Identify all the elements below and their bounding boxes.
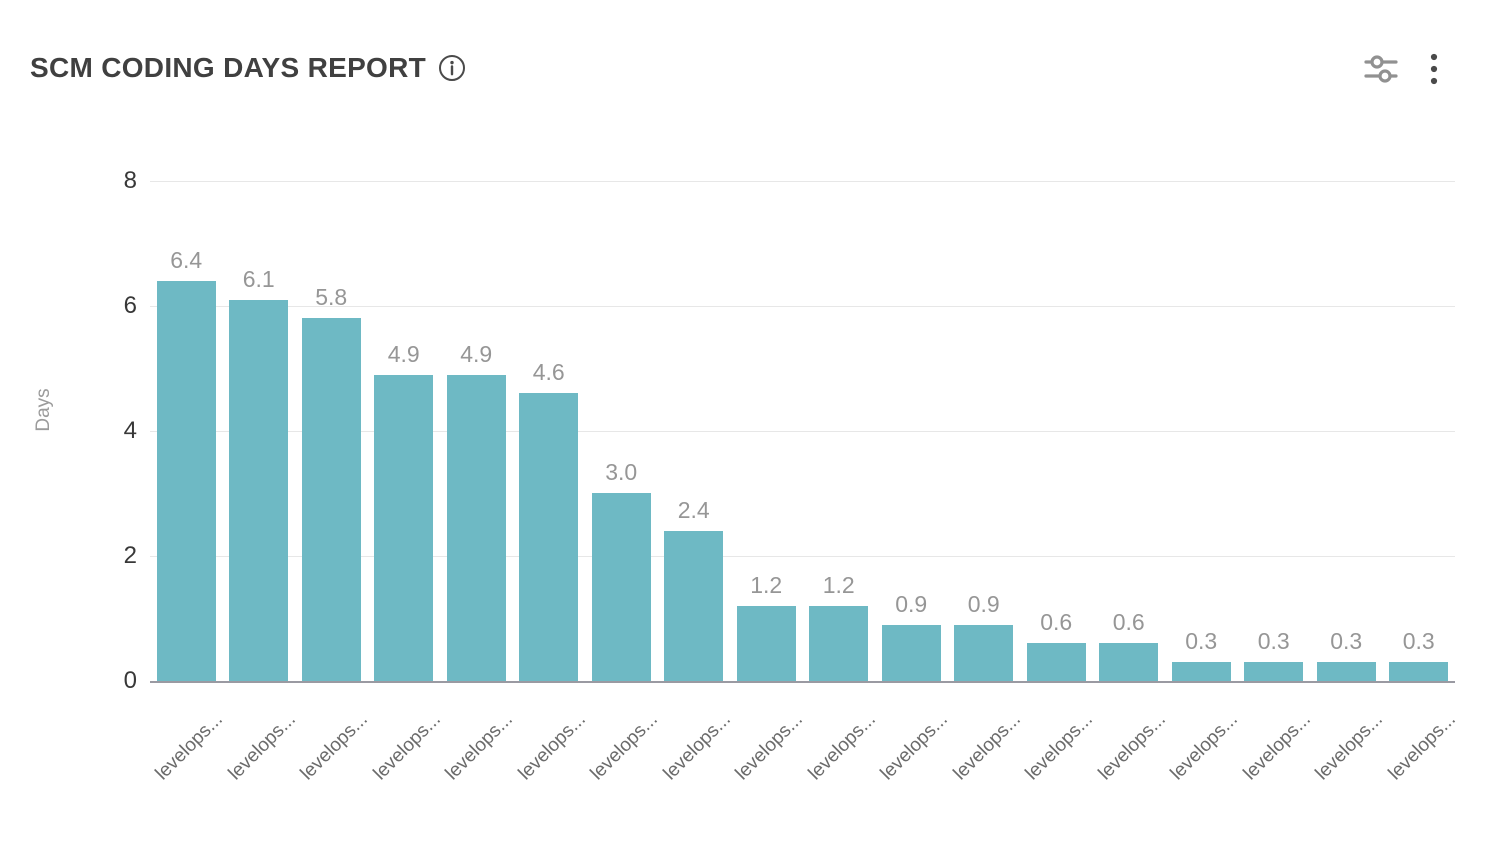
y-tick-label: 8 [123, 167, 137, 194]
bar[interactable] [229, 300, 289, 681]
bar[interactable] [374, 375, 434, 681]
bar-value-label: 4.9 [387, 341, 420, 367]
bar[interactable] [519, 393, 579, 681]
bar-value-label: 0.3 [1185, 628, 1218, 654]
bar-value-label: 0.6 [1112, 609, 1145, 635]
bar-value-label: 2.4 [677, 497, 710, 523]
bar[interactable] [446, 375, 506, 681]
widget-actions [1362, 50, 1440, 88]
bar-value-label: 0.3 [1257, 628, 1290, 654]
bar[interactable] [1171, 662, 1231, 681]
filter-sliders-icon[interactable] [1362, 51, 1400, 87]
bar-value-label: 0.9 [895, 591, 928, 617]
bar[interactable] [736, 606, 796, 681]
bar[interactable] [1389, 662, 1449, 681]
y-tick-label: 2 [123, 542, 137, 569]
bar-value-label: 5.8 [315, 284, 348, 310]
bar-value-label: 0.3 [1330, 628, 1363, 654]
bar-value-label: 4.9 [460, 341, 493, 367]
bar-value-label: 3.0 [605, 459, 638, 485]
bar[interactable] [591, 493, 651, 681]
y-axis-title: Days [33, 388, 54, 432]
x-axis-line [150, 681, 1455, 683]
y-tick-label: 4 [123, 417, 137, 444]
bar[interactable] [881, 625, 941, 681]
bar-value-label: 0.3 [1402, 628, 1435, 654]
gridline [150, 555, 1455, 557]
info-icon[interactable] [438, 54, 466, 82]
bar[interactable] [156, 281, 216, 681]
bar-value-label: 1.2 [822, 572, 855, 598]
bar-value-label: 0.6 [1040, 609, 1073, 635]
bar-value-label: 6.1 [242, 266, 275, 292]
kebab-menu-icon[interactable] [1428, 50, 1440, 88]
gridline [150, 305, 1455, 307]
bar[interactable] [1026, 643, 1086, 681]
widget-header: SCM CODING DAYS REPORT [30, 52, 466, 84]
bar[interactable] [809, 606, 869, 681]
bar-value-label: 1.2 [750, 572, 783, 598]
bar-value-label: 4.6 [532, 359, 565, 385]
y-tick-label: 0 [123, 667, 137, 694]
page-title: SCM CODING DAYS REPORT [30, 52, 427, 83]
bar[interactable] [1099, 643, 1159, 681]
bar[interactable] [954, 625, 1014, 681]
bar[interactable] [1316, 662, 1376, 681]
bar-value-label: 0.9 [967, 591, 1000, 617]
bar[interactable] [1244, 662, 1304, 681]
gridline [150, 180, 1455, 182]
gridline [150, 430, 1455, 432]
bar[interactable] [301, 318, 361, 681]
y-tick-label: 6 [123, 292, 137, 319]
bar-value-label: 6.4 [170, 247, 203, 273]
bar[interactable] [664, 531, 724, 681]
